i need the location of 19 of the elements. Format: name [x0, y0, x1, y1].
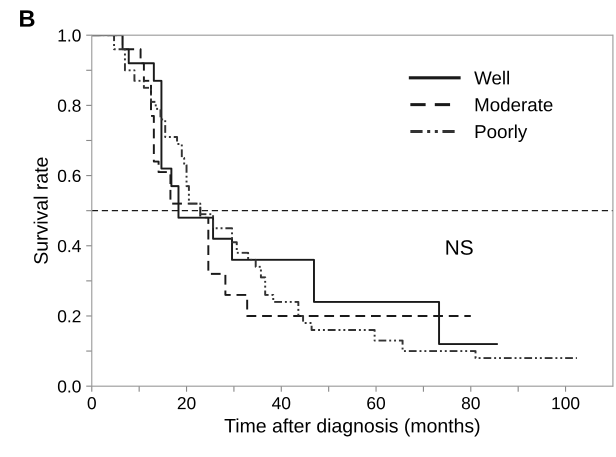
legend-label: Moderate: [476, 98, 552, 112]
x-tick-label: 0: [88, 397, 96, 410]
x-tick-label: 20: [178, 397, 196, 410]
y-axis-title: Survival rate: [34, 158, 48, 264]
x-tick-label: 80: [462, 397, 480, 410]
x-tick-label: 60: [367, 397, 386, 410]
y-tick-label: 1.0: [58, 29, 81, 42]
x-tick-label: 100: [552, 397, 580, 410]
chart-title: B: [20, 10, 34, 27]
x-axis-title: Time after diagnosis (months): [224, 418, 480, 436]
x-tick-label: 40: [272, 397, 290, 410]
legend-label: Well: [474, 70, 509, 85]
y-tick-label: 0.6: [58, 170, 81, 182]
annotation: NS: [446, 240, 473, 255]
y-tick-label: 0.0: [58, 380, 81, 393]
y-tick-label: 0.4: [58, 240, 81, 252]
y-tick-label: 0.8: [58, 100, 81, 112]
y-tick-label: 0.2: [58, 310, 80, 322]
legend-label: Poorly: [476, 124, 528, 142]
